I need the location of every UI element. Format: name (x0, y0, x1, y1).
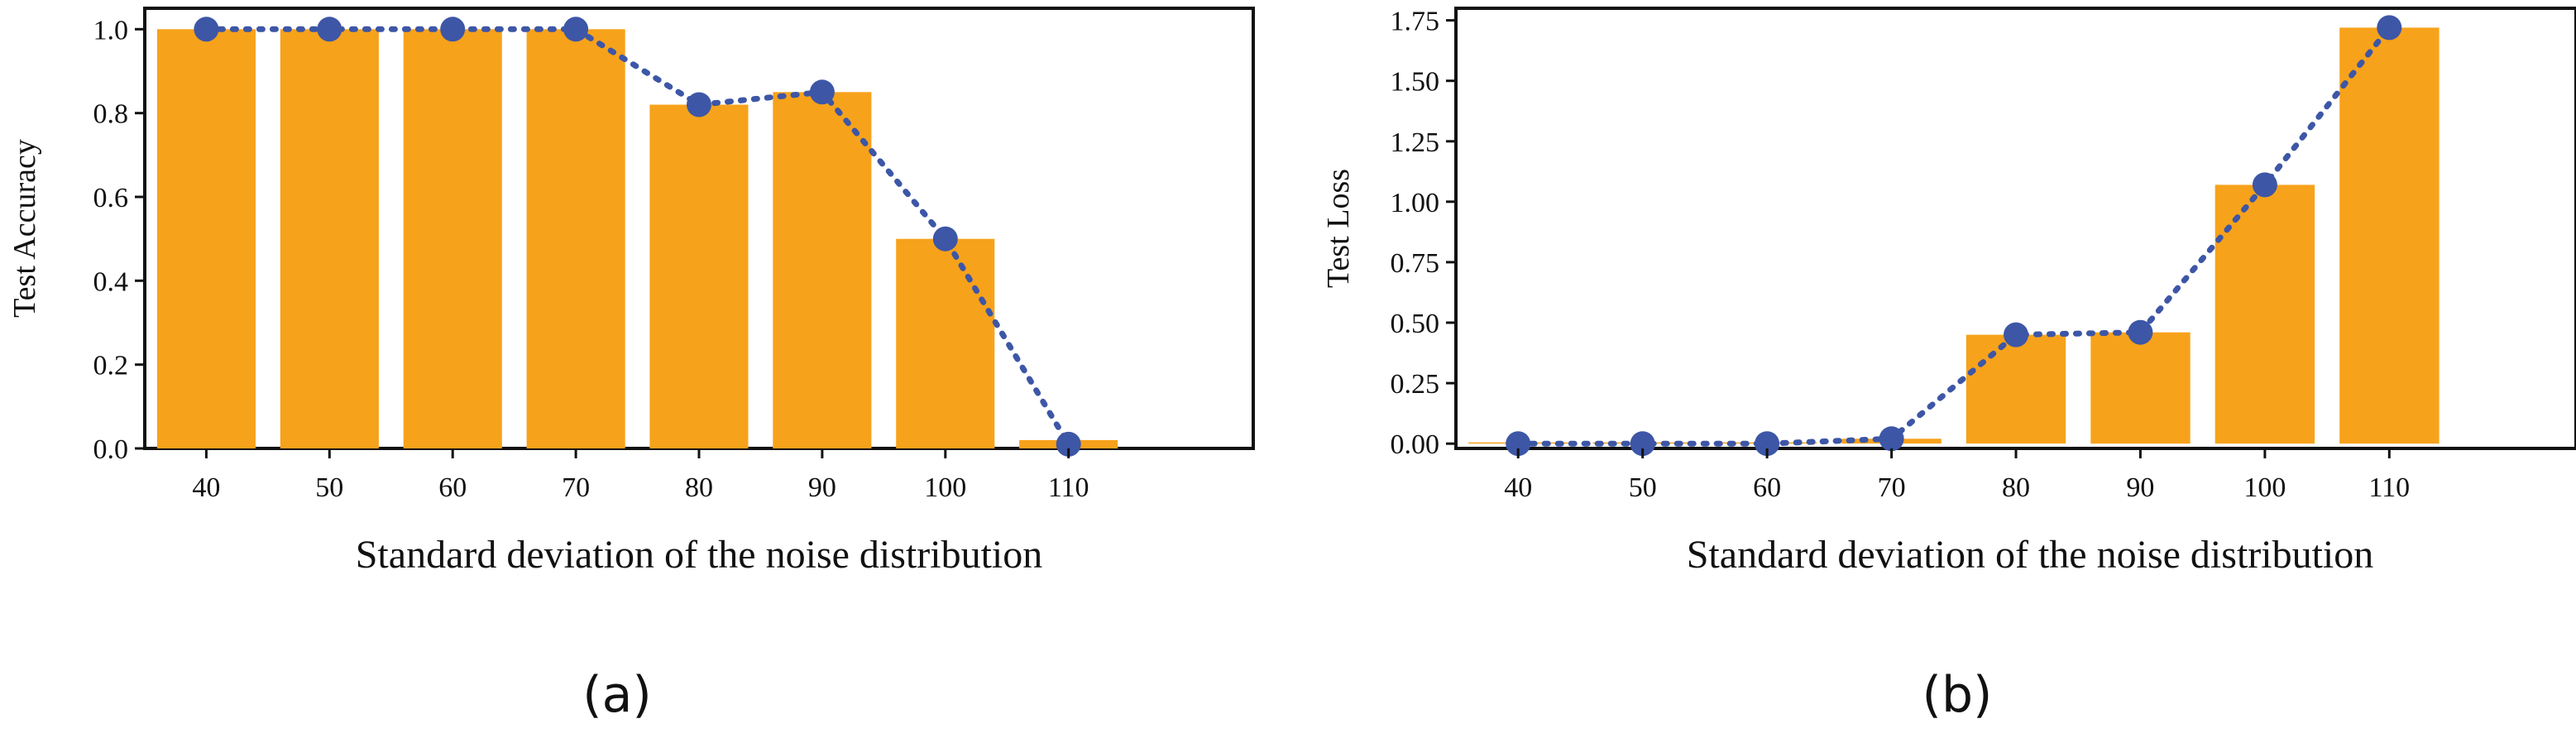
y-tick-label-a-0.6: 0.6 (93, 183, 129, 213)
y-tick-label-b-1.00: 1.00 (1391, 188, 1440, 218)
bar-a-80 (649, 104, 749, 448)
x-tick-label-b-110: 110 (2368, 472, 2410, 503)
y-tick-label-a-0.4: 0.4 (93, 266, 129, 297)
y-tick-label-a-0.8: 0.8 (93, 99, 129, 130)
panel-a: 0.0 0.2 0.4 0.6 0.8 1.0 40 50 60 70 80 90 100 110 Te… (7, 7, 1255, 724)
y-axis-label-a: Test Accuracy (7, 139, 42, 318)
point-a-110 (1056, 431, 1081, 457)
x-tick-label-a-40: 40 (192, 472, 220, 503)
x-axis-ticks-a: 40 50 60 70 80 90 100 110 (192, 448, 1089, 503)
point-b-50 (1630, 431, 1655, 457)
y-tick-label-b-1.50: 1.50 (1391, 67, 1440, 98)
bar-a-100 (896, 238, 995, 448)
point-a-60 (440, 17, 466, 42)
y-tick-label-b-1.75: 1.75 (1391, 7, 1440, 37)
x-tick-label-a-110: 110 (1048, 472, 1089, 503)
x-axis-ticks-b: 40 50 60 70 80 90 100 110 (1504, 448, 2410, 503)
y-tick-label-b-0.75: 0.75 (1391, 248, 1440, 279)
x-tick-label-b-90: 90 (2126, 472, 2154, 503)
y-tick-label-b-0.25: 0.25 (1391, 369, 1440, 400)
x-tick-label-a-60: 60 (438, 472, 467, 503)
x-tick-label-b-70: 70 (1878, 472, 1906, 503)
x-tick-label-b-80: 80 (2002, 472, 2030, 503)
bar-series-a (156, 29, 1118, 449)
y-tick-label-b-1.25: 1.25 (1391, 127, 1440, 158)
y-tick-label-a-0.0: 0.0 (93, 434, 129, 465)
point-a-40 (194, 17, 219, 42)
bar-series-b (1468, 27, 2440, 444)
point-b-80 (2004, 322, 2028, 347)
x-tick-label-a-50: 50 (315, 472, 343, 503)
point-b-90 (2128, 319, 2153, 345)
y-tick-label-a-0.2: 0.2 (93, 351, 129, 381)
point-b-110 (2377, 15, 2402, 41)
x-tick-label-b-60: 60 (1753, 472, 1781, 503)
line-series-b (1506, 15, 2402, 457)
x-tick-label-b-100: 100 (2243, 472, 2286, 503)
bar-b-80 (1966, 334, 2066, 444)
x-tick-label-a-80: 80 (685, 472, 713, 503)
panel-label-b: (b) (1922, 666, 1993, 724)
y-axis-ticks-a: 0.0 0.2 0.4 0.6 0.8 1.0 (93, 15, 145, 465)
x-tick-label-b-50: 50 (1629, 472, 1657, 503)
point-a-90 (809, 79, 835, 105)
point-a-70 (563, 17, 589, 42)
line-series-a (194, 17, 1081, 457)
y-axis-label-b: Test Loss (1321, 169, 1356, 288)
bar-a-70 (526, 29, 625, 449)
bar-b-100 (2214, 184, 2315, 444)
y-tick-label-b-0.50: 0.50 (1391, 309, 1440, 339)
point-a-100 (932, 226, 958, 252)
y-tick-label-a-1.0: 1.0 (93, 15, 129, 46)
series-line-a (203, 26, 1072, 448)
y-tick-label-b-0.00: 0.00 (1391, 429, 1440, 460)
series-line-b (1515, 24, 2392, 447)
point-b-60 (1755, 431, 1780, 457)
point-b-70 (1879, 426, 1904, 452)
bar-a-90 (773, 92, 872, 449)
panel-label-a: (a) (582, 666, 652, 724)
x-tick-label-a-90: 90 (808, 472, 836, 503)
bar-a-60 (403, 29, 502, 449)
y-axis-ticks-b: 0.00 0.25 0.50 0.75 1.00 1.25 1.50 1.75 (1391, 7, 1456, 460)
point-b-40 (1506, 431, 1531, 457)
x-tick-label-a-100: 100 (924, 472, 966, 503)
x-tick-label-b-40: 40 (1504, 472, 1532, 503)
panel-b: 0.00 0.25 0.50 0.75 1.00 1.25 1.50 1.75 40 50 60 7… (1321, 7, 2576, 724)
point-b-100 (2252, 172, 2277, 198)
point-a-50 (317, 17, 342, 42)
x-axis-label-b: Standard deviation of the noise distribu… (1687, 533, 2374, 577)
x-axis-label-a: Standard deviation of the noise distribu… (356, 533, 1043, 577)
bar-b-90 (2090, 332, 2191, 444)
bar-a-40 (156, 29, 256, 449)
point-a-80 (687, 92, 711, 117)
x-tick-label-a-70: 70 (562, 472, 590, 503)
bar-a-50 (280, 29, 379, 449)
bar-b-110 (2339, 27, 2440, 444)
